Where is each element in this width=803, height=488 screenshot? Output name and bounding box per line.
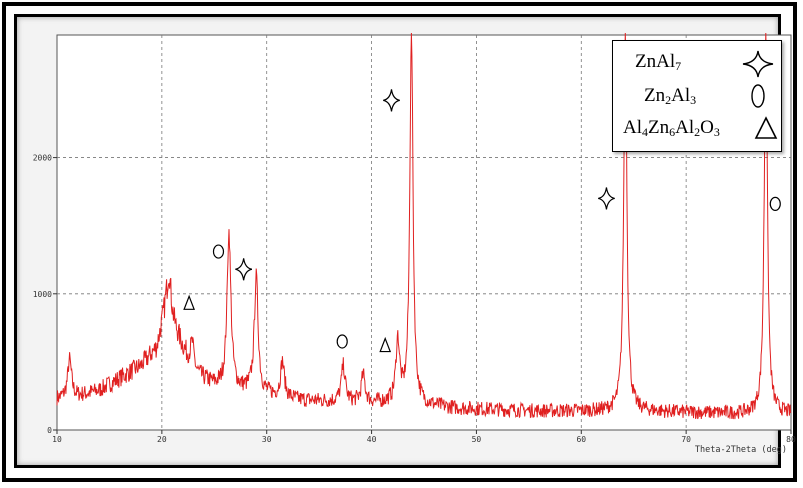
annotation-star-icon: [598, 187, 615, 210]
chart-legend: ZnAl7 Zn2Al3 Al4Zn6Al2O3: [612, 40, 782, 152]
y-tick-label: 0: [47, 426, 52, 435]
x-tick-label: 70: [681, 435, 691, 444]
legend-triangle-icon: [754, 116, 778, 139]
annotation-star-icon: [383, 89, 400, 112]
x-tick-label: 40: [367, 435, 377, 444]
y-tick-label: 2000: [33, 154, 52, 163]
legend-label-znal7: ZnAl7: [635, 51, 682, 73]
x-tick-label: 30: [262, 435, 272, 444]
series-line: [56, 32, 792, 420]
x-axis-label: Theta-2Theta (deg): [695, 445, 787, 455]
annotation-triangle-icon: [183, 294, 195, 310]
annotation-ellipse-icon: [212, 244, 225, 259]
annotation-ellipse-icon: [769, 196, 781, 211]
annotation-ellipse-icon: [336, 334, 348, 349]
x-tick-label: 10: [52, 435, 62, 444]
annotation-star-icon: [235, 258, 253, 281]
x-tick-label: 50: [472, 435, 482, 444]
legend-label-zn2al3: Zn2Al3: [644, 85, 697, 107]
x-tick-label: 60: [576, 435, 586, 444]
legend-star-icon: [742, 50, 774, 78]
x-tick-label: 80: [786, 435, 796, 444]
x-tick-label: 20: [157, 435, 167, 444]
legend-ellipse-icon: [751, 84, 765, 108]
annotation-triangle-icon: [379, 336, 392, 353]
y-tick-label: 1000: [33, 290, 52, 299]
legend-label-al4zn6al2o3: Al4Zn6Al2O3: [623, 117, 720, 139]
